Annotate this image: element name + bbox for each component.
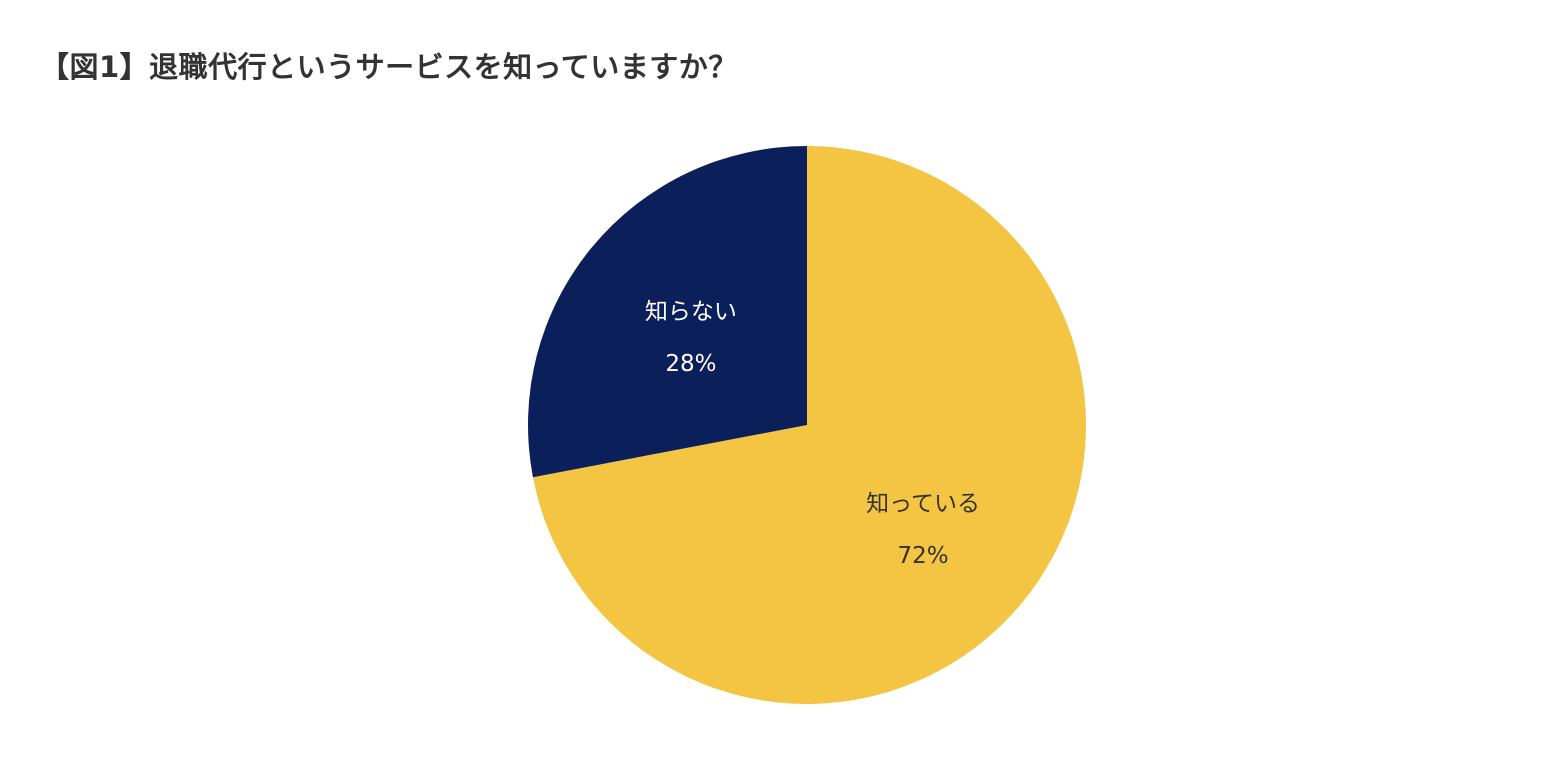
pie-slice-1 — [527, 146, 807, 478]
slice-label-0: 知っている — [866, 491, 980, 517]
pie-labels: 知っている 72% 知らない 28% — [645, 299, 980, 569]
pie-slices — [527, 146, 1086, 704]
slice-value-1: 28% — [665, 351, 716, 377]
pie-slice-0 — [532, 146, 1086, 704]
chart-title: 【図1】退職代行というサービスを知っていますか？ — [40, 50, 738, 84]
slice-label-1: 知らない — [645, 299, 737, 325]
slice-value-0: 72% — [898, 543, 949, 569]
